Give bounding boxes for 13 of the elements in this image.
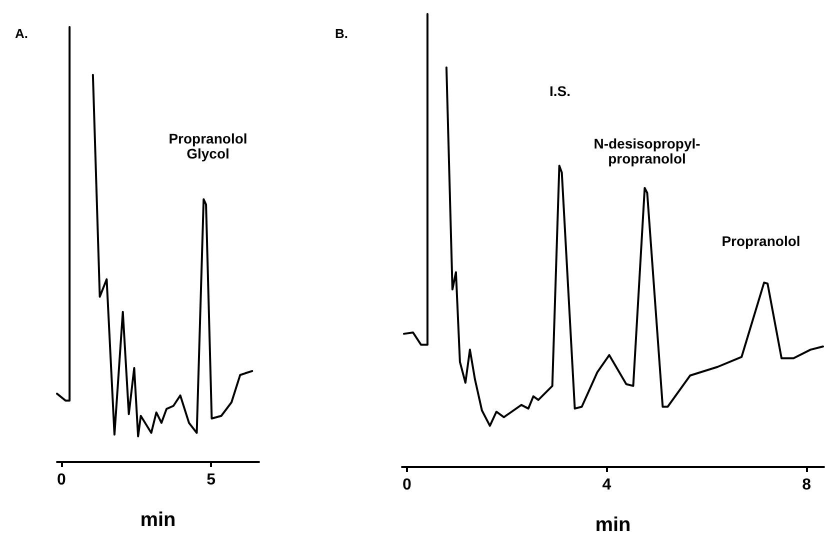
annotation: I.S. (549, 83, 571, 99)
x-axis-title: min (140, 509, 176, 531)
chart-title: A. (15, 26, 28, 41)
x-tick-label: 0 (402, 476, 412, 494)
x-axis-title: min (595, 514, 631, 536)
annotation: Propranolol (722, 233, 800, 249)
annotation: N-desisopropyl- propranolol (594, 136, 701, 166)
annotation: Propranolol Glycol (168, 130, 248, 162)
text: B. (335, 26, 348, 41)
x-tick-label: 8 (802, 476, 812, 494)
x-tick-label: 5 (206, 472, 216, 488)
x-tick-label: 0 (57, 472, 66, 488)
x-tick-label: 4 (602, 476, 612, 494)
